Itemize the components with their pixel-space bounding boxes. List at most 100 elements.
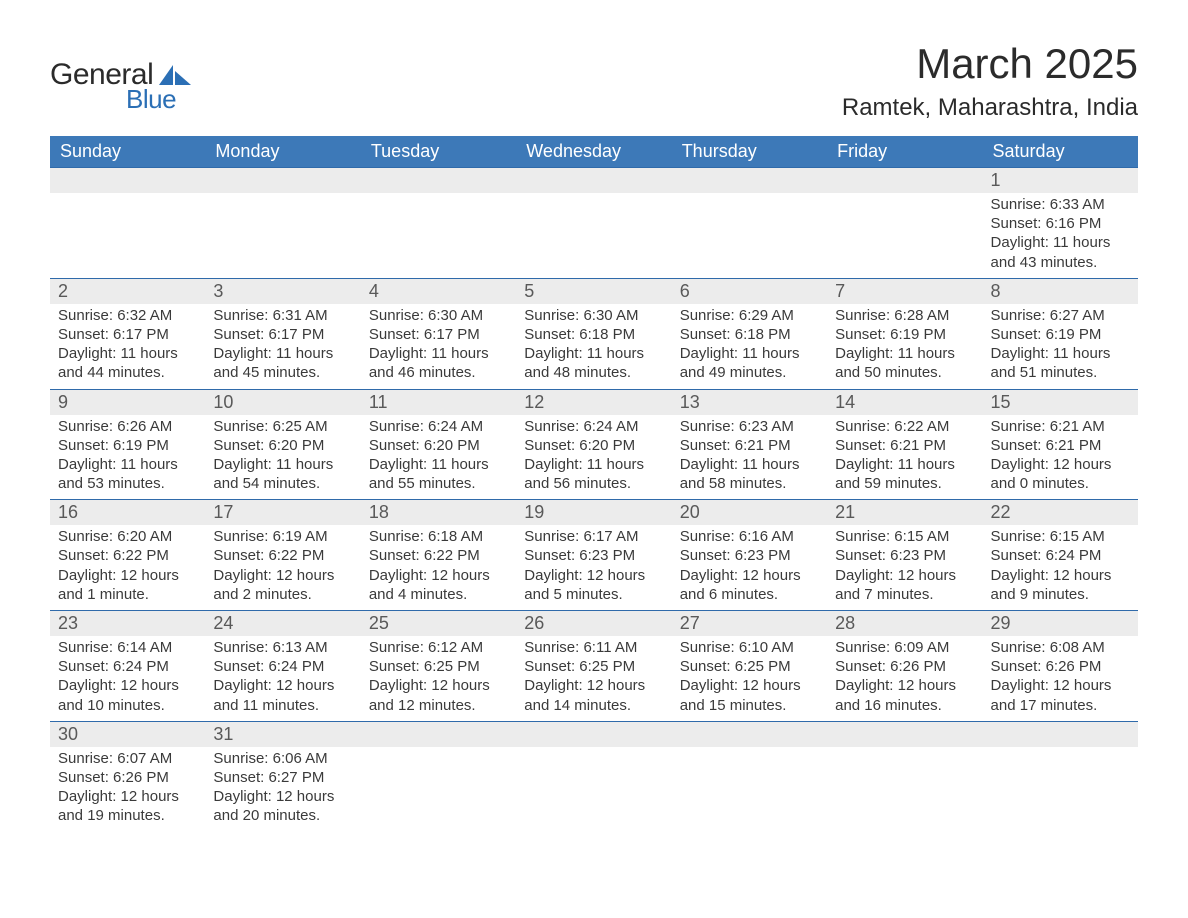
sunset-line: Sunset: 6:24 PM <box>213 657 352 676</box>
day-number-cell: 18 <box>361 500 516 526</box>
day-number-row: 2345678 <box>50 278 1138 304</box>
sunrise-line: Sunrise: 6:30 AM <box>369 306 508 325</box>
day-number: 27 <box>672 611 827 636</box>
sunset-line: Sunset: 6:21 PM <box>680 436 819 455</box>
daylight-line: Daylight: 12 hours and 1 minute. <box>58 566 197 604</box>
weekday-header: Friday <box>827 136 982 168</box>
day-number <box>361 722 516 746</box>
sunrise-line: Sunrise: 6:25 AM <box>213 417 352 436</box>
day-number-cell: 12 <box>516 389 671 415</box>
daylight-line: Daylight: 12 hours and 6 minutes. <box>680 566 819 604</box>
day-details-cell: Sunrise: 6:12 AMSunset: 6:25 PMDaylight:… <box>361 636 516 721</box>
day-number: 17 <box>205 500 360 525</box>
day-details-cell <box>361 747 516 832</box>
day-number-row: 16171819202122 <box>50 500 1138 526</box>
day-details: Sunrise: 6:13 AMSunset: 6:24 PMDaylight:… <box>205 636 360 721</box>
weekday-header-row: Sunday Monday Tuesday Wednesday Thursday… <box>50 136 1138 168</box>
day-details-row: Sunrise: 6:26 AMSunset: 6:19 PMDaylight:… <box>50 415 1138 500</box>
day-number-cell: 14 <box>827 389 982 415</box>
day-details-row: Sunrise: 6:32 AMSunset: 6:17 PMDaylight:… <box>50 304 1138 389</box>
day-number-cell: 31 <box>205 721 360 747</box>
day-details-cell <box>50 193 205 278</box>
day-number-cell: 24 <box>205 611 360 637</box>
day-details-cell: Sunrise: 6:08 AMSunset: 6:26 PMDaylight:… <box>983 636 1138 721</box>
sunrise-line: Sunrise: 6:31 AM <box>213 306 352 325</box>
day-details-cell: Sunrise: 6:21 AMSunset: 6:21 PMDaylight:… <box>983 415 1138 500</box>
daylight-line: Daylight: 11 hours and 46 minutes. <box>369 344 508 382</box>
daylight-line: Daylight: 12 hours and 17 minutes. <box>991 676 1130 714</box>
day-details-cell: Sunrise: 6:20 AMSunset: 6:22 PMDaylight:… <box>50 525 205 610</box>
sunset-line: Sunset: 6:23 PM <box>524 546 663 565</box>
day-number-cell: 27 <box>672 611 827 637</box>
brand-word-2: Blue <box>126 84 191 115</box>
day-number: 2 <box>50 279 205 304</box>
sunset-line: Sunset: 6:20 PM <box>524 436 663 455</box>
sunset-line: Sunset: 6:17 PM <box>58 325 197 344</box>
day-number-cell: 30 <box>50 721 205 747</box>
day-details <box>983 747 1138 827</box>
day-number: 12 <box>516 390 671 415</box>
daylight-line: Daylight: 11 hours and 51 minutes. <box>991 344 1130 382</box>
day-number: 23 <box>50 611 205 636</box>
day-details: Sunrise: 6:15 AMSunset: 6:24 PMDaylight:… <box>983 525 1138 610</box>
day-details-row: Sunrise: 6:14 AMSunset: 6:24 PMDaylight:… <box>50 636 1138 721</box>
day-details: Sunrise: 6:20 AMSunset: 6:22 PMDaylight:… <box>50 525 205 610</box>
day-number: 3 <box>205 279 360 304</box>
day-number: 24 <box>205 611 360 636</box>
day-details: Sunrise: 6:16 AMSunset: 6:23 PMDaylight:… <box>672 525 827 610</box>
daylight-line: Daylight: 12 hours and 15 minutes. <box>680 676 819 714</box>
day-details: Sunrise: 6:29 AMSunset: 6:18 PMDaylight:… <box>672 304 827 389</box>
day-details-cell: Sunrise: 6:25 AMSunset: 6:20 PMDaylight:… <box>205 415 360 500</box>
day-number-cell: 6 <box>672 278 827 304</box>
sunrise-line: Sunrise: 6:30 AM <box>524 306 663 325</box>
sunset-line: Sunset: 6:19 PM <box>58 436 197 455</box>
day-details-cell <box>516 193 671 278</box>
daylight-line: Daylight: 12 hours and 9 minutes. <box>991 566 1130 604</box>
sunrise-line: Sunrise: 6:06 AM <box>213 749 352 768</box>
day-details: Sunrise: 6:22 AMSunset: 6:21 PMDaylight:… <box>827 415 982 500</box>
day-details-cell <box>361 193 516 278</box>
daylight-line: Daylight: 11 hours and 48 minutes. <box>524 344 663 382</box>
daylight-line: Daylight: 11 hours and 54 minutes. <box>213 455 352 493</box>
day-details: Sunrise: 6:23 AMSunset: 6:21 PMDaylight:… <box>672 415 827 500</box>
day-number-row: 23242526272829 <box>50 611 1138 637</box>
day-details: Sunrise: 6:11 AMSunset: 6:25 PMDaylight:… <box>516 636 671 721</box>
day-details-cell: Sunrise: 6:31 AMSunset: 6:17 PMDaylight:… <box>205 304 360 389</box>
daylight-line: Daylight: 11 hours and 53 minutes. <box>58 455 197 493</box>
day-details-row: Sunrise: 6:07 AMSunset: 6:26 PMDaylight:… <box>50 747 1138 832</box>
sail-icon <box>159 65 191 85</box>
sunset-line: Sunset: 6:19 PM <box>991 325 1130 344</box>
day-number-cell <box>672 168 827 194</box>
weekday-header: Monday <box>205 136 360 168</box>
sunset-line: Sunset: 6:27 PM <box>213 768 352 787</box>
daylight-line: Daylight: 12 hours and 16 minutes. <box>835 676 974 714</box>
day-number <box>205 168 360 192</box>
day-number-cell: 22 <box>983 500 1138 526</box>
day-details-cell: Sunrise: 6:24 AMSunset: 6:20 PMDaylight:… <box>361 415 516 500</box>
day-details-cell: Sunrise: 6:29 AMSunset: 6:18 PMDaylight:… <box>672 304 827 389</box>
day-number-cell: 17 <box>205 500 360 526</box>
day-number <box>827 168 982 192</box>
sunrise-line: Sunrise: 6:18 AM <box>369 527 508 546</box>
day-details-cell: Sunrise: 6:30 AMSunset: 6:17 PMDaylight:… <box>361 304 516 389</box>
day-number-row: 1 <box>50 168 1138 194</box>
day-details-row: Sunrise: 6:20 AMSunset: 6:22 PMDaylight:… <box>50 525 1138 610</box>
day-number: 7 <box>827 279 982 304</box>
daylight-line: Daylight: 12 hours and 20 minutes. <box>213 787 352 825</box>
day-details: Sunrise: 6:15 AMSunset: 6:23 PMDaylight:… <box>827 525 982 610</box>
sunset-line: Sunset: 6:21 PM <box>835 436 974 455</box>
day-details: Sunrise: 6:32 AMSunset: 6:17 PMDaylight:… <box>50 304 205 389</box>
sunset-line: Sunset: 6:26 PM <box>835 657 974 676</box>
day-details-cell <box>516 747 671 832</box>
sunset-line: Sunset: 6:19 PM <box>835 325 974 344</box>
day-number-cell <box>205 168 360 194</box>
day-number-cell: 23 <box>50 611 205 637</box>
sunset-line: Sunset: 6:20 PM <box>369 436 508 455</box>
daylight-line: Daylight: 12 hours and 10 minutes. <box>58 676 197 714</box>
day-number-cell: 7 <box>827 278 982 304</box>
day-details: Sunrise: 6:12 AMSunset: 6:25 PMDaylight:… <box>361 636 516 721</box>
day-number-cell: 4 <box>361 278 516 304</box>
sunset-line: Sunset: 6:25 PM <box>524 657 663 676</box>
day-number-cell <box>361 168 516 194</box>
weekday-header: Thursday <box>672 136 827 168</box>
